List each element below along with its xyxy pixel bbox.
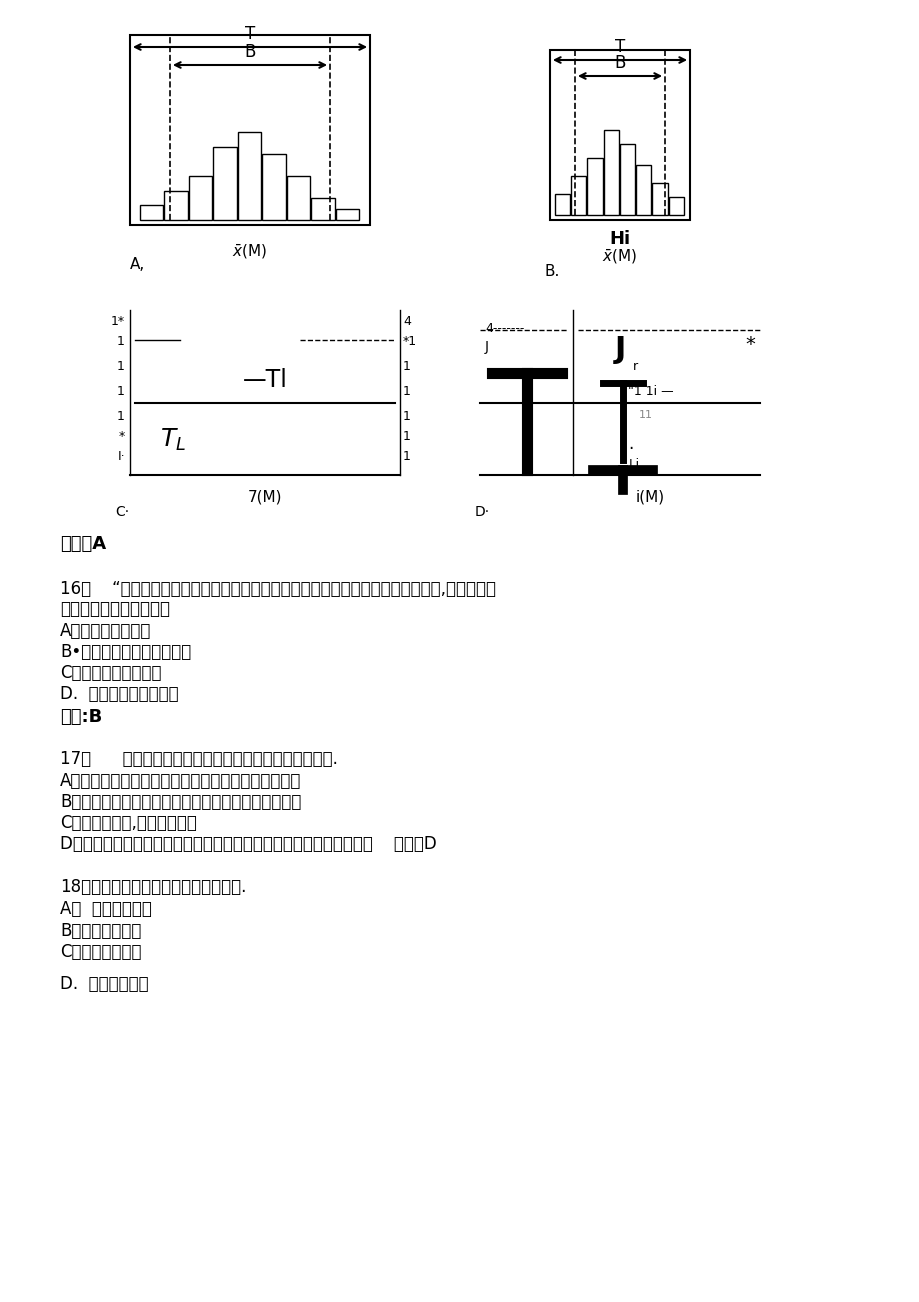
Text: $T_L$: $T_L$ — [160, 427, 186, 453]
Bar — [636, 165, 651, 215]
Text: B。工作间的逻辑关系可以设法表达，但不易表达清楚: B。工作间的逻辑关系可以设法表达，但不易表达清楚 — [60, 793, 301, 811]
Bar — [554, 194, 570, 215]
Text: D·: D· — [474, 505, 490, 519]
Text: B。项目启动阶段: B。项目启动阶段 — [60, 922, 142, 940]
Bar — [668, 198, 683, 215]
Text: *: * — [119, 430, 125, 443]
Text: C。单项隐患综合治理: C。单项隐患综合治理 — [60, 664, 162, 682]
Bar — [311, 198, 335, 220]
Text: —Tl: —Tl — [243, 368, 287, 392]
Bar — [130, 35, 369, 225]
Bar — [587, 159, 602, 215]
Text: 1: 1 — [117, 359, 125, 372]
Text: 1: 1 — [403, 385, 411, 398]
Text: C·: C· — [115, 505, 129, 519]
Text: 17。      关于双代号时标网络计划的说法，正确的是（）.: 17。 关于双代号时标网络计划的说法，正确的是（）. — [60, 750, 337, 768]
Bar — [287, 176, 310, 220]
Text: 1: 1 — [403, 359, 411, 372]
Bar — [237, 132, 261, 220]
Text: 11: 11 — [638, 410, 652, 421]
Text: 1: 1 — [403, 410, 411, 423]
Text: 答案:B: 答案:B — [60, 708, 102, 727]
Text: 4-------: 4------- — [484, 322, 524, 335]
Text: r: r — [632, 359, 638, 372]
Text: 1*: 1* — [111, 315, 125, 328]
Bar — [652, 184, 667, 215]
Text: J: J — [484, 340, 489, 354]
Text: $\bar{x}$(M): $\bar{x}$(M) — [602, 247, 637, 266]
Bar — [603, 130, 618, 215]
Text: 1: 1 — [403, 430, 411, 443]
Text: *1: *1 — [403, 335, 416, 348]
Text: 1: 1 — [117, 410, 125, 423]
Text: i(M): i(M) — [635, 490, 664, 505]
Bar — [140, 206, 164, 220]
Bar — [550, 49, 689, 220]
Text: 全事故隐患的（）原则。: 全事故隐患的（）原则。 — [60, 600, 170, 618]
Bar — [571, 176, 586, 215]
Text: 16。    “施工现场在对人、机、环境进行安全治理的同时，还需治理安全管理措施,这体现了安: 16。 “施工现场在对人、机、环境进行安全治理的同时，还需治理安全管理措施,这体… — [60, 579, 495, 598]
Text: D。工作的自由时差可以通过比较与其紧后工作间隔时间（取最小值）    答案：D: D。工作的自由时差可以通过比较与其紧后工作间隔时间（取最小值） 答案：D — [60, 835, 437, 853]
Text: *: * — [744, 335, 754, 354]
Text: 1: 1 — [117, 385, 125, 398]
Text: A。充余安全度治理: A。充余安全度治理 — [60, 622, 152, 641]
Bar — [262, 154, 286, 220]
Text: T: T — [614, 38, 624, 56]
Text: B•直接隐患与间接隐患并治: B•直接隐患与间接隐患并治 — [60, 643, 191, 661]
Text: 1: 1 — [117, 335, 125, 348]
Text: B.: B. — [544, 264, 560, 279]
Text: 18。施工单位任命项目经理在（）完成.: 18。施工单位任命项目经理在（）完成. — [60, 878, 246, 896]
Text: T: T — [244, 25, 255, 43]
Bar — [213, 147, 236, 220]
Text: $\bar{x}$(M): $\bar{x}$(M) — [233, 243, 267, 262]
Text: ·: · — [628, 440, 633, 458]
Text: C。项目实施阶段: C。项目实施阶段 — [60, 943, 142, 961]
Text: I·: I· — [118, 450, 125, 464]
Text: D.  项目收尾阶段: D. 项目收尾阶段 — [60, 975, 149, 993]
Text: B: B — [244, 43, 255, 61]
Bar — [165, 190, 187, 220]
Text: A,: A, — [130, 256, 145, 272]
Text: 1: 1 — [403, 450, 411, 464]
Bar — [619, 145, 634, 215]
Bar — [188, 176, 212, 220]
Text: "1 1i —: "1 1i — — [628, 385, 674, 398]
Text: B: B — [614, 53, 625, 72]
Text: J: J — [614, 335, 625, 365]
Text: 7(M): 7(M) — [247, 490, 282, 505]
Text: 4: 4 — [403, 315, 411, 328]
Text: 答案：A: 答案：A — [60, 535, 106, 553]
Text: J i: J i — [628, 458, 639, 471]
Text: A。能在图上直接显示各项工作的最迟开始与完成时间: A。能在图上直接显示各项工作的最迟开始与完成时间 — [60, 772, 301, 790]
Text: C。没有虚筜线,绘图比较简单: C。没有虚筜线,绘图比较简单 — [60, 814, 197, 832]
Text: A。  项目计划阶段: A。 项目计划阶段 — [60, 900, 152, 918]
Text: Hi: Hi — [608, 230, 630, 247]
Text: D.  预防与减灾并重治理: D. 预防与减灾并重治理 — [60, 685, 178, 703]
Bar — [335, 210, 358, 220]
